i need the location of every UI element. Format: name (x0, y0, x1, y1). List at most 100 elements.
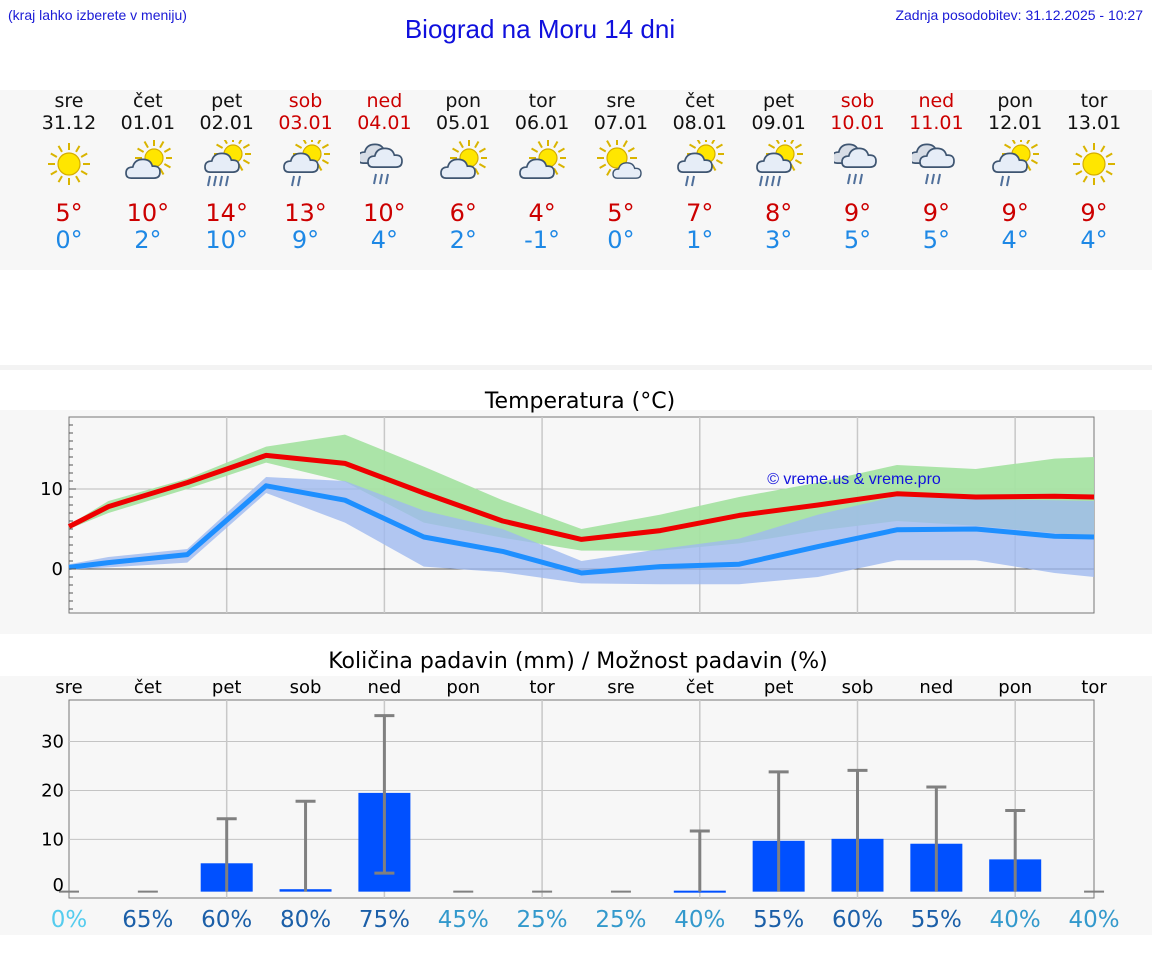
max-temp: 6° (449, 199, 477, 227)
max-temp: 9° (843, 199, 872, 227)
min-temp: 5° (843, 226, 872, 254)
precip-chance-label: 75% (359, 907, 410, 933)
day-column: sob 10.01 9° 5° (819, 90, 897, 260)
sun-cloud-light-rain-icon (282, 140, 330, 187)
min-temp: 9° (291, 226, 320, 254)
max-temp: 7° (686, 199, 714, 227)
day-name: tor (528, 90, 556, 112)
precip-day-label: sob (290, 677, 322, 698)
day-name: sob (288, 90, 323, 112)
precip-bar (673, 890, 726, 893)
day-column: ned 11.01 9° 5° (897, 90, 975, 260)
watermark: © vreme.us & vreme.pro (767, 471, 941, 488)
precip-chance-label: 60% (201, 907, 252, 933)
daily-forecast: sre 31.12 5° 0° čet 01.01 10° 2° pet 02.01 14° 10° s… (0, 90, 1152, 270)
precip-chance-label: 55% (753, 907, 804, 933)
sun-small-cloud-icon (596, 140, 642, 179)
precip-y-tick-label: 20 (41, 780, 64, 801)
max-temp: 9° (1080, 199, 1108, 227)
day-name: sre (54, 90, 84, 112)
day-name: čet (133, 90, 163, 112)
sun-cloud-light-rain-icon (676, 140, 724, 187)
min-temp: 4° (1080, 226, 1108, 254)
day-name: čet (685, 90, 715, 112)
day-name: tor (1080, 90, 1108, 112)
precip-day-label: pon (446, 677, 480, 698)
day-date: 04.01 (357, 112, 412, 134)
precip-day-label: sre (55, 677, 82, 698)
menu-hint: (kraj lahko izberete v meniju) (8, 7, 187, 23)
day-column: sre 07.01 5° 0° (582, 90, 660, 260)
precip-chance-label: 0% (51, 907, 88, 933)
min-temp: 5° (922, 226, 950, 254)
min-temp: 4° (370, 226, 399, 254)
cloud-rain-icon (833, 143, 877, 185)
temperature-chart-title: Temperatura (°C) (484, 389, 675, 414)
max-temp: 10° (363, 199, 406, 227)
day-date: 05.01 (436, 112, 491, 134)
day-name: sob (840, 90, 875, 112)
min-temp: 0° (55, 226, 83, 254)
min-temp: 4° (1001, 226, 1029, 254)
day-date: 06.01 (514, 112, 570, 134)
precip-chance-label: 45% (438, 907, 489, 933)
day-date: 03.01 (278, 112, 333, 134)
day-column: čet 08.01 7° 1° (661, 90, 739, 260)
day-date: 08.01 (672, 112, 727, 134)
precip-day-label: ned (367, 677, 401, 698)
page-title: Biograd na Moru 14 dni (404, 14, 676, 44)
precip-chance-label: 60% (832, 907, 883, 933)
precip-day-label: ned (919, 677, 953, 698)
last-update: Zadnja posodobitev: 31.12.2025 - 10:27 (895, 7, 1143, 23)
min-temp-line (68, 483, 1095, 576)
day-name: ned (366, 90, 403, 112)
day-column: ned 04.01 10° 4° (345, 90, 423, 260)
max-temp: 13° (284, 199, 327, 227)
max-temp: 9° (1001, 199, 1029, 227)
temp-y-tick-label: 10 (40, 479, 63, 500)
precip-chance-label: 40% (674, 907, 725, 933)
precip-y-tick-label: 0 (53, 875, 64, 896)
day-name: pet (211, 90, 243, 112)
precip-day-label: čet (686, 677, 714, 698)
min-temp: 3° (765, 226, 793, 254)
precip-day-label: sre (607, 677, 634, 698)
precip-day-label: pet (212, 677, 242, 698)
partly-cloudy-icon (440, 140, 488, 179)
day-name: pon (445, 90, 482, 112)
precip-day-label: tor (1081, 677, 1107, 698)
day-column: sob 03.01 13° 9° (267, 90, 345, 260)
day-name: ned (918, 90, 955, 112)
sun-cloud-rain-icon (755, 140, 803, 187)
min-temp: 2° (449, 226, 477, 254)
max-temp: 4° (528, 199, 556, 227)
sun-icon (1073, 143, 1116, 185)
day-date: 07.01 (593, 112, 649, 134)
max-temp: 9° (922, 199, 950, 227)
day-date: 12.01 (987, 112, 1043, 134)
day-column: tor 13.01 9° 4° (1055, 90, 1133, 260)
precipitation-chart-title: Količina padavin (mm) / Možnost padavin … (328, 649, 828, 674)
min-temp: 10° (205, 226, 248, 254)
temp-y-tick-label: 0 (52, 559, 63, 580)
forecast-band (0, 90, 1152, 270)
partly-cloudy-icon (124, 140, 172, 179)
cloud-rain-icon (360, 143, 404, 185)
day-column: pet 09.01 8° 3° (740, 90, 818, 260)
precip-chance-label: 65% (122, 907, 173, 933)
max-temp: 10° (126, 199, 170, 227)
day-name: pet (763, 90, 795, 112)
day-name: sre (606, 90, 636, 112)
day-column: čet 01.01 10° 2° (109, 90, 187, 260)
min-temp: 0° (607, 226, 635, 254)
precip-day-label: čet (134, 677, 162, 698)
sun-icon (48, 143, 90, 185)
precip-chance-label: 40% (990, 907, 1041, 933)
precip-day-label: pet (764, 677, 794, 698)
day-column: pet 02.01 14° 10° (188, 90, 266, 260)
precip-y-tick-label: 10 (41, 829, 64, 850)
day-column: pon 12.01 9° 4° (976, 90, 1054, 260)
day-date: 13.01 (1066, 112, 1122, 134)
precip-chance-label: 80% (280, 907, 331, 933)
max-temp: 8° (765, 199, 793, 227)
